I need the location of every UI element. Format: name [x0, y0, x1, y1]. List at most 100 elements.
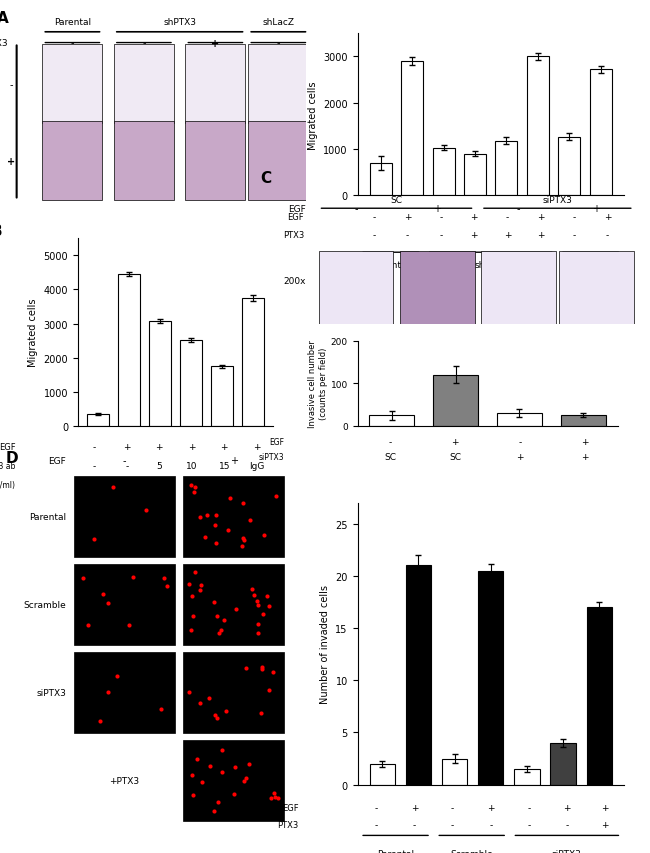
- Text: -: -: [527, 803, 530, 812]
- Text: siPTX3: siPTX3: [36, 688, 66, 698]
- Bar: [464, 154, 486, 196]
- Text: A: A: [0, 11, 8, 26]
- Text: +: +: [604, 212, 611, 222]
- Bar: [242, 299, 264, 426]
- Text: +: +: [504, 230, 511, 240]
- Bar: [183, 477, 284, 557]
- Bar: [478, 571, 503, 785]
- Bar: [481, 252, 556, 324]
- Y-axis label: Number of invaded cells: Number of invaded cells: [320, 584, 330, 704]
- Bar: [442, 758, 467, 785]
- Text: -: -: [372, 230, 376, 240]
- Text: IgG: IgG: [249, 461, 265, 470]
- Bar: [74, 653, 175, 734]
- Bar: [433, 375, 478, 426]
- Bar: [185, 122, 246, 201]
- Text: 5: 5: [157, 461, 162, 470]
- Text: -: -: [566, 820, 569, 828]
- Text: +: +: [404, 212, 411, 222]
- Text: B: B: [0, 223, 2, 239]
- Text: shLacZ: shLacZ: [575, 261, 606, 270]
- Bar: [318, 252, 393, 324]
- Text: C: C: [260, 171, 271, 186]
- Bar: [248, 122, 308, 201]
- Text: -: -: [506, 212, 509, 222]
- Bar: [248, 45, 308, 124]
- Text: -: -: [527, 820, 530, 828]
- Bar: [42, 122, 103, 201]
- Text: EGF: EGF: [287, 212, 304, 222]
- Bar: [183, 740, 284, 821]
- Text: -: -: [606, 230, 609, 240]
- Bar: [561, 415, 606, 426]
- Bar: [400, 252, 474, 324]
- Text: -: -: [573, 212, 576, 222]
- Text: siPTX3: siPTX3: [259, 453, 285, 461]
- Text: +: +: [471, 212, 478, 222]
- Text: +: +: [123, 443, 131, 451]
- Text: -: -: [439, 212, 443, 222]
- Bar: [149, 322, 171, 426]
- Text: +: +: [516, 453, 524, 461]
- Text: -: -: [354, 204, 358, 214]
- Text: -: -: [451, 803, 454, 812]
- Text: EGF: EGF: [288, 205, 305, 213]
- Bar: [406, 566, 431, 785]
- Bar: [527, 57, 549, 196]
- Bar: [185, 45, 246, 124]
- Text: +: +: [581, 438, 589, 446]
- Text: +: +: [451, 438, 459, 446]
- Text: -: -: [92, 443, 96, 451]
- Bar: [183, 565, 284, 645]
- Text: SC: SC: [449, 453, 461, 461]
- Text: +: +: [537, 230, 545, 240]
- Text: -: -: [9, 79, 12, 90]
- Bar: [432, 148, 454, 196]
- Bar: [558, 137, 580, 196]
- Text: 200x: 200x: [283, 277, 306, 286]
- Bar: [495, 142, 517, 196]
- Text: (µg/ml): (µg/ml): [0, 480, 16, 489]
- Text: shPTX3: shPTX3: [474, 261, 507, 270]
- Bar: [114, 45, 174, 124]
- Bar: [590, 70, 612, 196]
- Text: +: +: [253, 443, 261, 451]
- Text: Scramble: Scramble: [23, 601, 66, 609]
- Bar: [180, 340, 202, 426]
- Bar: [370, 164, 392, 196]
- Bar: [42, 45, 103, 124]
- Text: +: +: [601, 803, 608, 812]
- Bar: [586, 607, 612, 785]
- Text: +PTX3: +PTX3: [110, 776, 140, 786]
- Bar: [369, 415, 414, 426]
- Text: +: +: [592, 204, 601, 214]
- Text: Parental: Parental: [372, 261, 410, 270]
- Text: +: +: [537, 212, 545, 222]
- Text: Parental: Parental: [29, 513, 66, 521]
- Text: +: +: [471, 230, 478, 240]
- Text: +: +: [601, 820, 608, 828]
- Text: shLacZ: shLacZ: [263, 19, 294, 27]
- Text: Parental: Parental: [54, 19, 91, 27]
- Text: -: -: [92, 461, 96, 470]
- Text: -: -: [375, 820, 378, 828]
- Text: -: -: [375, 803, 378, 812]
- Text: +: +: [581, 453, 589, 461]
- Text: EGF: EGF: [282, 803, 299, 812]
- Text: EGF: EGF: [270, 438, 285, 446]
- Text: PTX3: PTX3: [278, 820, 299, 828]
- Bar: [559, 252, 634, 324]
- Text: PTX3: PTX3: [283, 230, 304, 240]
- Bar: [514, 769, 539, 785]
- Bar: [114, 122, 174, 201]
- Text: SC: SC: [391, 195, 402, 205]
- Text: -: -: [125, 461, 129, 470]
- Text: +: +: [563, 803, 571, 812]
- Text: -: -: [519, 438, 521, 446]
- Text: -: -: [142, 38, 146, 49]
- Bar: [551, 743, 576, 785]
- Text: Scramble: Scramble: [450, 850, 493, 853]
- Text: +: +: [7, 157, 15, 166]
- Text: -: -: [573, 230, 576, 240]
- Text: Parental: Parental: [377, 850, 414, 853]
